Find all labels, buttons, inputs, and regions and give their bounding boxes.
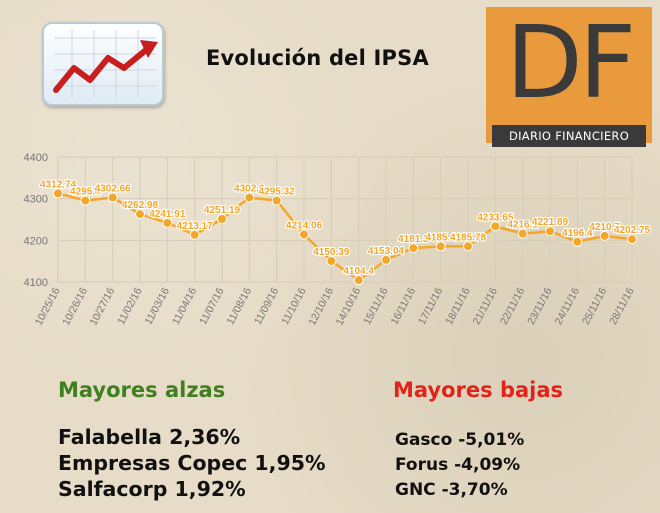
- data-label: 4104.4: [343, 266, 374, 277]
- x-tick-label: 15/11/16: [361, 286, 390, 327]
- data-point: [381, 254, 391, 265]
- x-tick-label: 24/11/16: [553, 286, 582, 327]
- data-label: 4185.4: [425, 232, 456, 243]
- data-label: 4196.4: [562, 228, 593, 239]
- data-point: [107, 192, 118, 203]
- data-point: [271, 195, 282, 206]
- x-tick-label: 17/11/16: [416, 286, 445, 327]
- diario-financiero-logo: DF DIARIO FINANCIERO: [486, 4, 652, 147]
- x-tick-label: 11/08/16: [225, 286, 254, 327]
- x-tick-label: 11/10/16: [279, 286, 308, 327]
- data-label: 4210.7: [589, 222, 620, 233]
- x-tick-label: 25/11/16: [580, 286, 609, 327]
- data-label: 4202.75: [614, 225, 651, 236]
- y-tick-label: 4200: [24, 235, 48, 247]
- ipsa-line-chart: 4100 4200 4300 4400 10/25/1610/26/1610/27/1…: [24, 152, 652, 328]
- data-point: [299, 229, 309, 240]
- data-point: [80, 195, 91, 206]
- logo-band: DIARIO FINANCIERO: [492, 125, 646, 147]
- baja-item: Gasco -5,01%: [395, 430, 525, 450]
- y-tick-label: 4100: [24, 277, 48, 289]
- ipsa-series-line: [57, 192, 633, 282]
- data-label: 4233.65: [477, 212, 514, 223]
- data-label: 4302.66: [95, 184, 132, 195]
- y-axis-ticks: 4100 4200 4300 4400: [24, 152, 48, 289]
- baja-item: Forus -4,09%: [395, 455, 521, 475]
- x-tick-label: 12/10/16: [306, 286, 336, 328]
- data-point: [244, 192, 255, 203]
- data-point: [162, 217, 173, 228]
- x-tick-label: 11/04/16: [170, 286, 199, 327]
- data-point: [326, 256, 337, 267]
- data-point: [53, 188, 63, 199]
- data-label: 4251.19: [204, 205, 241, 216]
- data-point: [435, 241, 446, 252]
- mayores-alzas-list: Falabella 2,36% Empresas Copec 1,95% Sal…: [58, 424, 326, 502]
- alza-item: Salfacorp 1,92%: [58, 477, 246, 501]
- x-tick-label: 23/11/16: [525, 286, 554, 327]
- data-point: [627, 234, 637, 245]
- y-tick-label: 4300: [24, 194, 48, 206]
- data-label: 4216.1: [507, 220, 538, 231]
- trend-chart-icon: [42, 22, 164, 106]
- x-tick-label: 28/11/16: [607, 286, 636, 327]
- data-label: 4262.98: [122, 200, 159, 211]
- data-label: 4153.04: [368, 246, 405, 257]
- data-point: [408, 243, 419, 254]
- data-point: [572, 236, 583, 247]
- data-point: [545, 226, 555, 237]
- series-line-layer: [57, 192, 633, 282]
- data-point: [135, 209, 145, 220]
- data-label: 4312.74: [40, 179, 77, 190]
- x-tick-label: 11/09/16: [252, 286, 281, 327]
- data-point: [490, 221, 501, 232]
- data-label: 4150.39: [313, 247, 350, 258]
- data-label: 4221.89: [532, 217, 569, 228]
- x-tick-label: 16/11/16: [389, 286, 418, 327]
- x-tick-label: 11/07/16: [197, 286, 226, 327]
- x-tick-label: 21/11/16: [471, 286, 500, 327]
- data-point: [189, 229, 200, 240]
- data-point: [517, 228, 528, 239]
- baja-item: GNC -3,70%: [395, 480, 508, 500]
- x-tick-label: 18/11/16: [443, 286, 472, 327]
- data-label: 4295.4: [70, 187, 101, 198]
- data-point: [353, 275, 364, 286]
- data-label: 4241.91: [149, 209, 186, 220]
- alza-item: Empresas Copec 1,95%: [58, 451, 326, 475]
- data-label: 4295.32: [259, 187, 296, 198]
- x-tick-label: 11/03/16: [143, 286, 172, 327]
- data-label: 4185.78: [450, 232, 487, 243]
- x-tick-label: 10/27/16: [88, 286, 118, 328]
- logo-letters: DF: [505, 4, 637, 121]
- x-tick-label: 14/10/16: [334, 286, 364, 328]
- data-point: [463, 241, 473, 252]
- data-point: [599, 230, 610, 241]
- x-tick-label: 10/26/16: [60, 286, 90, 328]
- series-points-layer: [53, 188, 637, 286]
- x-tick-label: 10/25/16: [33, 286, 63, 328]
- x-tick-label: 11/02/16: [115, 286, 144, 327]
- mayores-bajas-title: Mayores bajas: [393, 378, 564, 402]
- alza-item: Falabella 2,36%: [58, 425, 241, 449]
- grid-layer: [57, 156, 633, 283]
- data-label: 4213.17: [177, 221, 214, 232]
- data-label: 4214.06: [286, 220, 323, 231]
- mayores-bajas-list: Gasco -5,01% Forus -4,09% GNC -3,70%: [395, 428, 524, 503]
- x-tick-label: 22/11/16: [498, 286, 527, 327]
- mayores-alzas-title: Mayores alzas: [58, 378, 226, 402]
- x-axis-ticks: 10/25/1610/26/1610/27/1611/02/1611/03/16…: [33, 286, 637, 328]
- page-title: Evolución del IPSA: [206, 46, 429, 70]
- data-label: 4181.3: [398, 234, 429, 245]
- data-point: [217, 214, 227, 225]
- data-label: 4302.6: [234, 184, 265, 195]
- y-tick-label: 4400: [24, 152, 48, 164]
